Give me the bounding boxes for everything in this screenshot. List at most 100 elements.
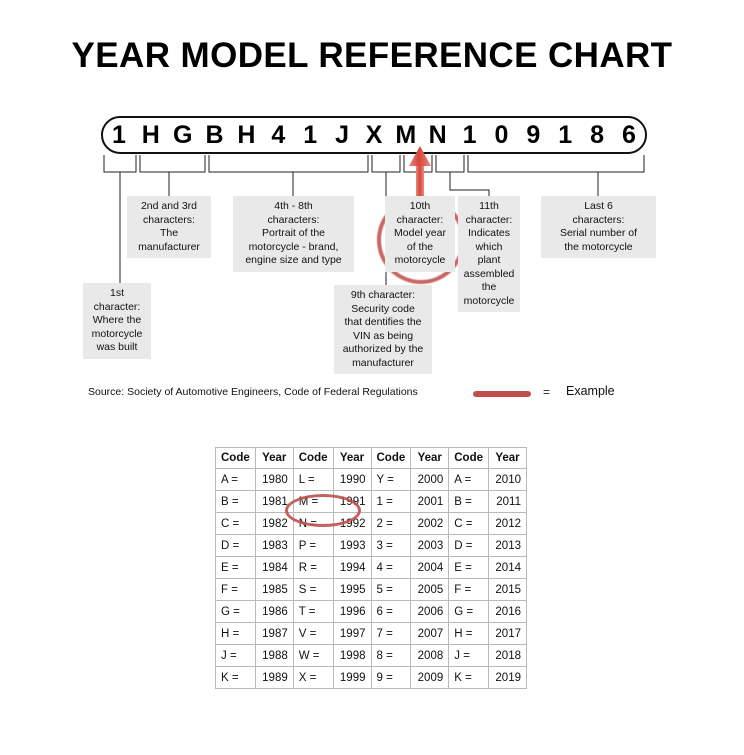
vin-char-3: G xyxy=(172,120,193,149)
callout-line: characters: xyxy=(572,213,625,226)
table-cell-year: 2012 xyxy=(488,512,527,535)
table-cell-year: 2016 xyxy=(488,600,527,623)
table-cell-year: 2015 xyxy=(488,578,527,601)
callout-line: motorcycle xyxy=(394,254,446,266)
table-cell-year: 2011 xyxy=(488,490,527,513)
callout-2nd-and-3rd-characters: 2nd and 3rd characters: The manufacturer xyxy=(127,196,211,258)
table-cell-year: 2019 xyxy=(488,666,527,689)
year-code-table-wrapper: Code Year Code Year Code Year Code Year … xyxy=(215,447,527,689)
callout-line: 2nd and 3rd xyxy=(140,200,198,212)
table-row: D = 1983 P = 1993 3 = 2003 D = 2013 xyxy=(215,534,527,557)
table-cell-code: D = xyxy=(215,534,256,557)
table-cell-code: B = xyxy=(215,490,256,513)
callout-line: the xyxy=(481,281,497,293)
table-cell-year: 1986 xyxy=(254,600,294,623)
table-row: K = 1989 X = 1999 9 = 2009 K = 2019 xyxy=(215,666,527,689)
vin-capsule: 1 H G B H 4 1 J X M N 1 0 9 1 8 6 xyxy=(101,116,647,154)
table-cell-code: 6 = xyxy=(370,600,412,623)
table-header-row: Code Year Code Year Code Year Code Year xyxy=(215,447,527,469)
callout-line: characters: xyxy=(143,213,195,226)
callout-last-6-characters: Last 6 characters: Serial number of the … xyxy=(541,196,656,258)
vin-char-2: H xyxy=(141,120,160,149)
table-cell-year: 2007 xyxy=(410,622,450,645)
table-cell-code: D = xyxy=(448,534,489,557)
callout-line: Last 6 xyxy=(584,200,613,212)
callout-line: assembled xyxy=(463,267,515,280)
callout-line: 9th character: xyxy=(350,289,416,301)
table-cell-code: X = xyxy=(292,666,334,689)
callout-line: Security code xyxy=(351,302,415,315)
table-row: E = 1984 R = 1994 4 = 2004 E = 2014 xyxy=(215,556,527,579)
callout-line: the motorcycle xyxy=(564,240,633,253)
table-cell-code: 9 = xyxy=(370,666,412,689)
callout-line: motorcycle - brand, xyxy=(248,240,339,253)
vin-char-1: 1 xyxy=(111,120,126,149)
column-header-code-1: Code xyxy=(215,447,256,469)
table-cell-code: 1 = xyxy=(370,490,412,513)
callout-line: was built xyxy=(96,341,138,353)
callout-line: Portrait of the xyxy=(261,227,326,239)
table-cell-code: 5 = xyxy=(370,578,412,601)
table-cell-year: 2010 xyxy=(488,468,527,491)
column-header-year-1: Year xyxy=(254,447,294,469)
table-cell-code: H = xyxy=(215,622,256,645)
callout-line: 1st xyxy=(109,287,124,299)
table-cell-year: 1992 xyxy=(332,512,372,535)
table-cell-code: A = xyxy=(215,468,256,491)
vin-char-17: 6 xyxy=(621,120,636,149)
table-cell-code: A = xyxy=(448,468,489,491)
year-code-table-body: A = 1980 L = 1990 Y = 2000 A = 2010 B = 1981 M = 19… xyxy=(215,468,527,689)
table-cell-code: G = xyxy=(448,600,489,623)
table-cell-code: W = xyxy=(292,644,334,667)
callout-line: manufacturer xyxy=(352,356,414,369)
table-cell-year: 1989 xyxy=(254,666,294,689)
table-cell-year: 1980 xyxy=(254,468,294,491)
table-cell-code: E = xyxy=(448,556,489,579)
table-cell-year: 2018 xyxy=(488,644,527,667)
table-cell-year: 1995 xyxy=(332,578,372,601)
vin-char-13: 0 xyxy=(494,120,509,149)
table-cell-year: 1996 xyxy=(332,600,372,623)
table-cell-year: 2006 xyxy=(410,600,450,623)
table-cell-code: L = xyxy=(292,468,334,491)
table-cell-year: 2008 xyxy=(410,644,450,667)
callout-line: of the xyxy=(406,240,434,253)
vin-character-row: 1 H G B H 4 1 J X M N 1 0 9 1 8 6 xyxy=(103,118,645,152)
callout-9th-character: 9th character: Security code that dentif… xyxy=(334,285,432,374)
vin-char-5: H xyxy=(237,120,256,149)
callout-10th-character: 10th character: Model year of the motorc… xyxy=(385,196,455,272)
vin-char-8: J xyxy=(335,120,350,149)
table-cell-year: 2013 xyxy=(488,534,527,557)
table-cell-year: 1984 xyxy=(254,556,294,579)
vin-char-9: X xyxy=(365,120,383,149)
table-cell-year: 1985 xyxy=(254,578,294,601)
callout-line: character: xyxy=(93,300,141,313)
table-cell-year: 1983 xyxy=(254,534,294,557)
table-cell-code: C = xyxy=(215,512,256,535)
vin-char-7: 1 xyxy=(303,120,318,149)
column-header-code-3: Code xyxy=(370,447,412,469)
vin-char-14: 9 xyxy=(526,120,541,149)
callout-line: The xyxy=(159,227,179,239)
year-code-table: Code Year Code Year Code Year Code Year … xyxy=(215,447,527,689)
callout-4th-to-8th-characters: 4th - 8th characters: Portrait of the mo… xyxy=(233,196,354,272)
callout-line: character: xyxy=(465,213,513,226)
table-cell-code: T = xyxy=(292,600,334,623)
table-cell-code: P = xyxy=(292,534,334,557)
table-cell-year: 1998 xyxy=(332,644,372,667)
callout-line: authorized by the xyxy=(342,343,424,355)
table-cell-code: Y = xyxy=(370,468,412,491)
table-cell-code: N = xyxy=(292,512,334,535)
table-cell-code: 2 = xyxy=(370,512,412,535)
vin-char-10: M xyxy=(395,120,417,149)
callout-line: 10th xyxy=(409,200,431,212)
table-cell-code: R = xyxy=(292,556,334,579)
table-cell-year: 2001 xyxy=(410,490,450,513)
callout-line: 4th - 8th xyxy=(274,200,313,212)
callout-line: motorcycle xyxy=(91,327,143,340)
vin-char-4: B xyxy=(205,120,224,149)
table-cell-code: C = xyxy=(448,512,489,535)
example-line-swatch xyxy=(473,391,531,397)
table-cell-year: 1997 xyxy=(332,622,372,645)
